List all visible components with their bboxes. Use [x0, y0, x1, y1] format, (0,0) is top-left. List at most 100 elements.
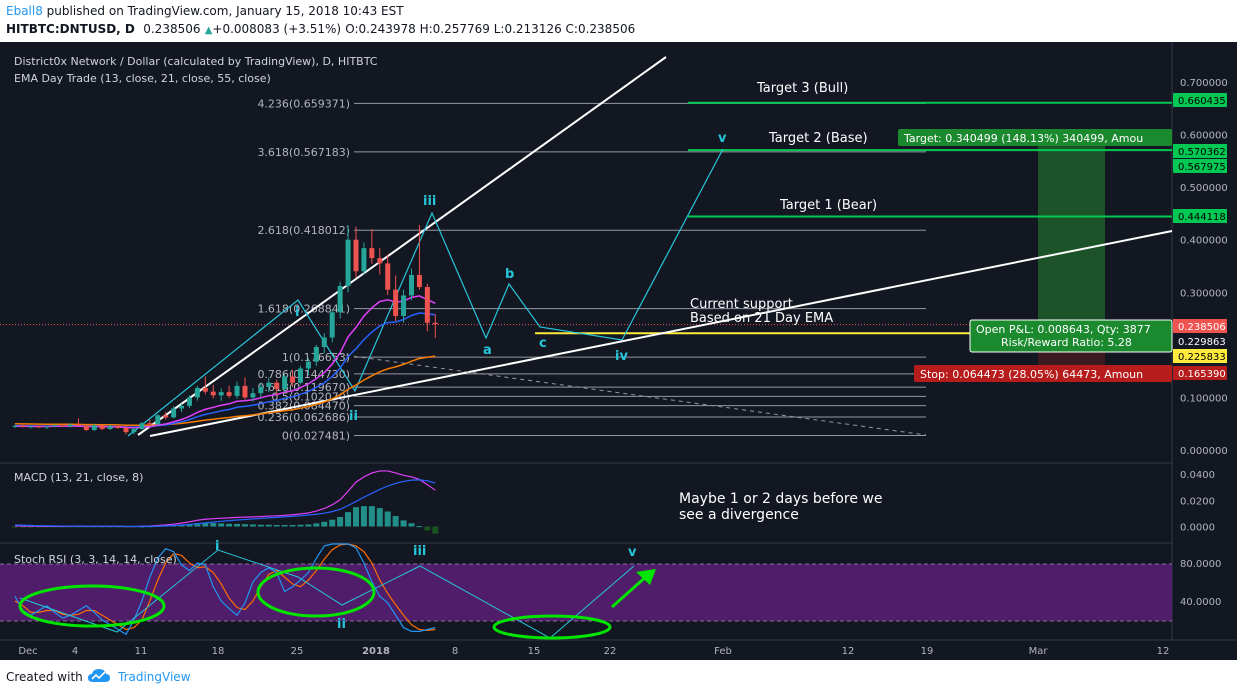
candle-body — [234, 385, 240, 396]
x-tick-label: 8 — [452, 646, 458, 657]
elliott-wave-path — [127, 148, 724, 437]
x-tick-label: 25 — [291, 646, 304, 657]
published-text: published on TradingView.com, January 15… — [42, 4, 404, 18]
macd-histogram-bar — [51, 526, 58, 528]
author-link[interactable]: Eball8 — [6, 4, 43, 18]
stoch-i-label: i — [215, 539, 219, 554]
chart-area[interactable]: 4.236(0.659371) 3.618(0.567183) 2.618(0.41… — [0, 42, 1237, 660]
badge-last-price: 0.238506 — [1173, 319, 1227, 333]
green-arrow-shaft — [611, 573, 649, 609]
fib-label: 0.786(0.144730) — [257, 368, 350, 381]
pnl-line-2: Risk/Reward Ratio: 5.28 — [1001, 336, 1132, 349]
tradingview-cloud-icon[interactable] — [88, 669, 110, 683]
macd-histogram-bar — [432, 526, 439, 534]
macd-histogram-bar — [376, 508, 383, 527]
fib-label: 2.618(0.418012) — [257, 224, 350, 237]
candle-body — [147, 423, 153, 425]
badge-ema: 0.229863 — [1173, 334, 1227, 348]
chart-title: District0x Network / Dollar (calculated … — [14, 55, 378, 68]
candle-body — [385, 263, 391, 290]
candle-body — [91, 425, 97, 431]
candle-body — [171, 408, 177, 418]
candle-body — [313, 346, 319, 362]
highlight-circle — [18, 584, 166, 628]
svg-text:0.660435: 0.660435 — [1178, 96, 1226, 107]
macd-histogram-bar — [67, 526, 74, 528]
candle-body — [401, 295, 407, 316]
macd-signal-line — [14, 479, 436, 528]
target-label: Target: 0.340499 (148.13%) 340499, Amou — [903, 132, 1143, 145]
candle-body — [218, 392, 224, 396]
candle-body — [282, 376, 288, 390]
lower-trendline — [149, 230, 1173, 437]
x-tick-label: Mar — [1029, 646, 1049, 657]
macd-histogram-bar — [289, 524, 296, 527]
y-tick-label: 0.500000 — [1180, 183, 1228, 194]
stoch-wave-path — [19, 549, 635, 639]
tradingview-link[interactable]: TradingView — [118, 670, 191, 684]
macd-histogram-bar — [234, 523, 241, 527]
macd-histogram-bar — [265, 524, 272, 527]
indicator-legend: EMA Day Trade (13, close, 21, close, 55,… — [14, 72, 271, 85]
pnl-box — [969, 319, 1173, 353]
macd-histogram-bar — [257, 524, 264, 527]
candle-body — [12, 425, 18, 427]
x-tick-label: 19 — [921, 646, 934, 657]
macd-histogram-bar — [416, 526, 423, 528]
badge-stop: 0.165390 — [1173, 366, 1227, 380]
y-tick-label: 0.300000 — [1180, 288, 1228, 299]
candle-body — [266, 382, 272, 387]
quote-line: HITBTC:DNTUSD, D 0.238506 ▲+0.008083 (+3… — [6, 22, 635, 36]
macd-histogram-bar — [43, 526, 50, 528]
candle-body — [305, 361, 311, 369]
macd-histogram-bar — [107, 526, 114, 528]
stop-label-box — [914, 365, 1172, 382]
highlight-circle — [256, 566, 376, 618]
macd-histogram-bar — [19, 526, 26, 528]
stoch-y-tick-label: 40.0000 — [1180, 597, 1221, 608]
badge-target1: 0.444118 — [1173, 209, 1227, 223]
svg-text:0.229863: 0.229863 — [1178, 337, 1226, 348]
wave-iv-label: iv — [615, 349, 628, 364]
wave-c-label: c — [539, 336, 547, 351]
fib-label: 0.236(0.062686) — [257, 411, 350, 424]
macd-y-tick-label: 0.0200 — [1180, 496, 1215, 507]
macd-histogram-bar — [337, 516, 344, 527]
svg-text:0.444118: 0.444118 — [1178, 212, 1226, 223]
candle-body — [131, 428, 137, 433]
up-triangle-icon: ▲ — [204, 25, 213, 36]
upper-trendline — [137, 56, 667, 436]
candle-body — [68, 424, 74, 427]
macd-histogram-bar — [75, 526, 82, 528]
fib-label: 3.618(0.567183) — [257, 146, 350, 159]
divergence-label-2: see a divergence — [679, 507, 799, 523]
macd-histogram-bar — [352, 507, 359, 527]
ohlc-values: O:0.243978 H:0.257769 L:0.213126 C:0.238… — [345, 22, 636, 36]
candle-body — [424, 287, 430, 323]
dashed-trendline — [329, 352, 927, 436]
macd-histogram-bar — [329, 519, 336, 527]
support-label-1: Current support — [690, 297, 793, 312]
macd-histogram-bar — [241, 524, 248, 527]
stoch-legend: Stoch RSI (3, 3, 14, 14, close) — [14, 553, 177, 566]
macd-histogram-bar — [91, 526, 98, 528]
svg-text:0.570362: 0.570362 — [1178, 147, 1226, 158]
macd-histogram-bar — [424, 526, 431, 531]
macd-histogram-bar — [202, 522, 209, 527]
svg-text:0.567975: 0.567975 — [1178, 162, 1226, 173]
chart-svg[interactable]: 4.236(0.659371) 3.618(0.567183) 2.618(0.41… — [0, 42, 1237, 660]
x-tick-label: Feb — [714, 646, 732, 657]
candle-body — [321, 337, 327, 347]
candle-body — [345, 239, 351, 286]
publish-info: Eball8 published on TradingView.com, Jan… — [6, 4, 404, 18]
x-tick-label: 22 — [604, 646, 617, 657]
badge-target3: 0.660435 — [1173, 93, 1227, 107]
x-tick-label: 11 — [135, 646, 148, 657]
candle-body — [329, 312, 335, 338]
y-tick-label: 0.700000 — [1180, 78, 1228, 89]
green-arrow-head — [636, 569, 656, 585]
last-price: 0.238506 — [143, 22, 201, 36]
x-tick-label: 12 — [1157, 646, 1170, 657]
wave-a-label: a — [483, 343, 492, 358]
stop-label: Stop: 0.064473 (28.05%) 64473, Amoun — [920, 368, 1143, 381]
